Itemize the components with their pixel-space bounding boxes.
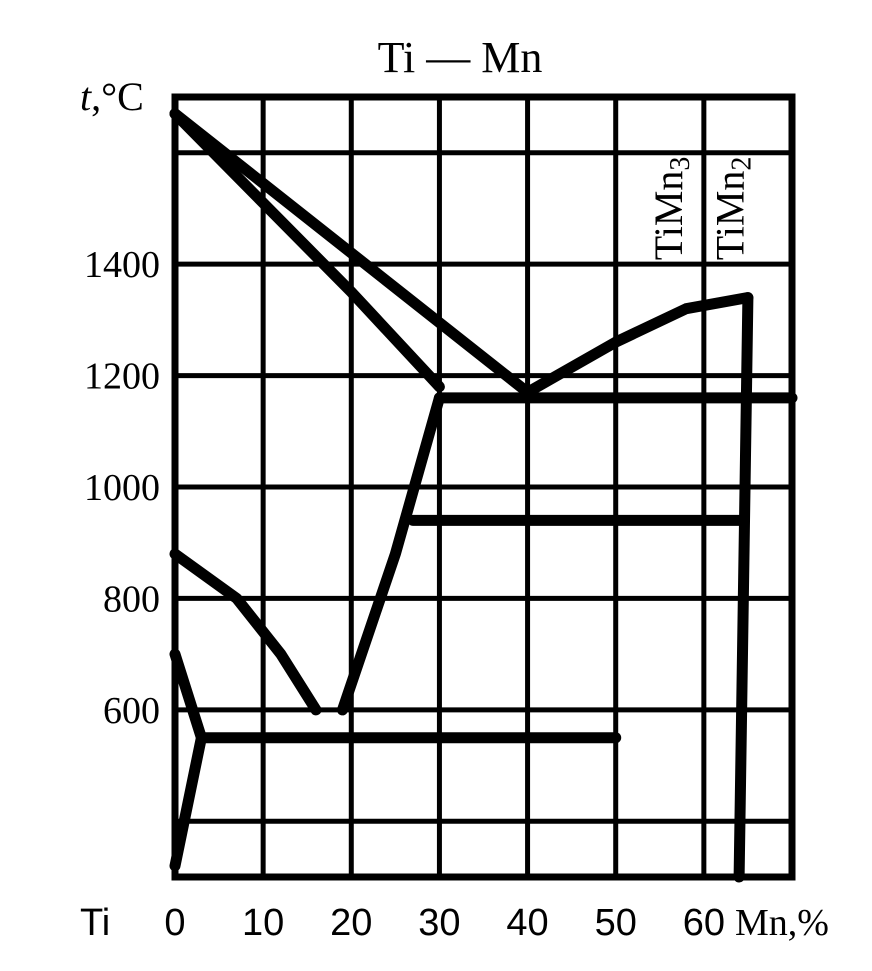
x-tick-label: 40 bbox=[506, 902, 548, 944]
x-tick-label: 60 bbox=[683, 902, 725, 944]
x-tick-label: 20 bbox=[330, 902, 372, 944]
x-tick-label: 0 bbox=[164, 902, 185, 944]
x-right-label: Mn,% bbox=[735, 902, 829, 944]
phase-label: TiMn3 bbox=[646, 157, 696, 261]
x-left-label: Ti bbox=[80, 902, 110, 944]
phase-label-formula: TiMn bbox=[646, 171, 691, 261]
grid bbox=[172, 97, 795, 877]
curve-beta-boundary bbox=[337, 392, 445, 716]
y-tick-label: 1200 bbox=[84, 356, 160, 398]
x-tick-label: 10 bbox=[242, 902, 284, 944]
y-tick-label: 800 bbox=[103, 578, 160, 620]
y-axis-label-italic: t bbox=[80, 74, 92, 119]
phase-label: TiMn2 bbox=[708, 157, 758, 261]
svg-text:t,°C: t,°C bbox=[80, 74, 144, 119]
curve-liquidus-right bbox=[522, 292, 754, 398]
plot-frame bbox=[171, 93, 796, 881]
phase-label-subscript: 2 bbox=[727, 157, 758, 171]
y-tick-label: 1000 bbox=[84, 467, 160, 509]
x-tick-label: 50 bbox=[595, 902, 637, 944]
curve-beta-solvus bbox=[169, 548, 322, 716]
phase-label-formula: TiMn bbox=[708, 171, 753, 261]
chart-title: Ti — Mn bbox=[378, 33, 543, 82]
curve-alpha-boundary bbox=[169, 648, 207, 872]
curve-timn2-line bbox=[733, 292, 754, 883]
phase-label-subscript: 3 bbox=[665, 157, 696, 171]
y-tick-label: 1400 bbox=[84, 244, 160, 286]
curves bbox=[169, 108, 798, 883]
x-tick-labels: 0 10 20 30 40 50 60 bbox=[164, 902, 725, 944]
x-tick-label: 30 bbox=[418, 902, 460, 944]
y-axis-label: t,°C bbox=[80, 74, 144, 119]
y-tick-label: 600 bbox=[103, 690, 160, 732]
y-axis-label-unit: ,°C bbox=[91, 74, 144, 119]
curve-liquidus-left bbox=[169, 108, 534, 398]
y-tick-labels: 600 800 1000 1200 1400 bbox=[84, 244, 160, 732]
curve-solidus-left bbox=[169, 108, 445, 393]
